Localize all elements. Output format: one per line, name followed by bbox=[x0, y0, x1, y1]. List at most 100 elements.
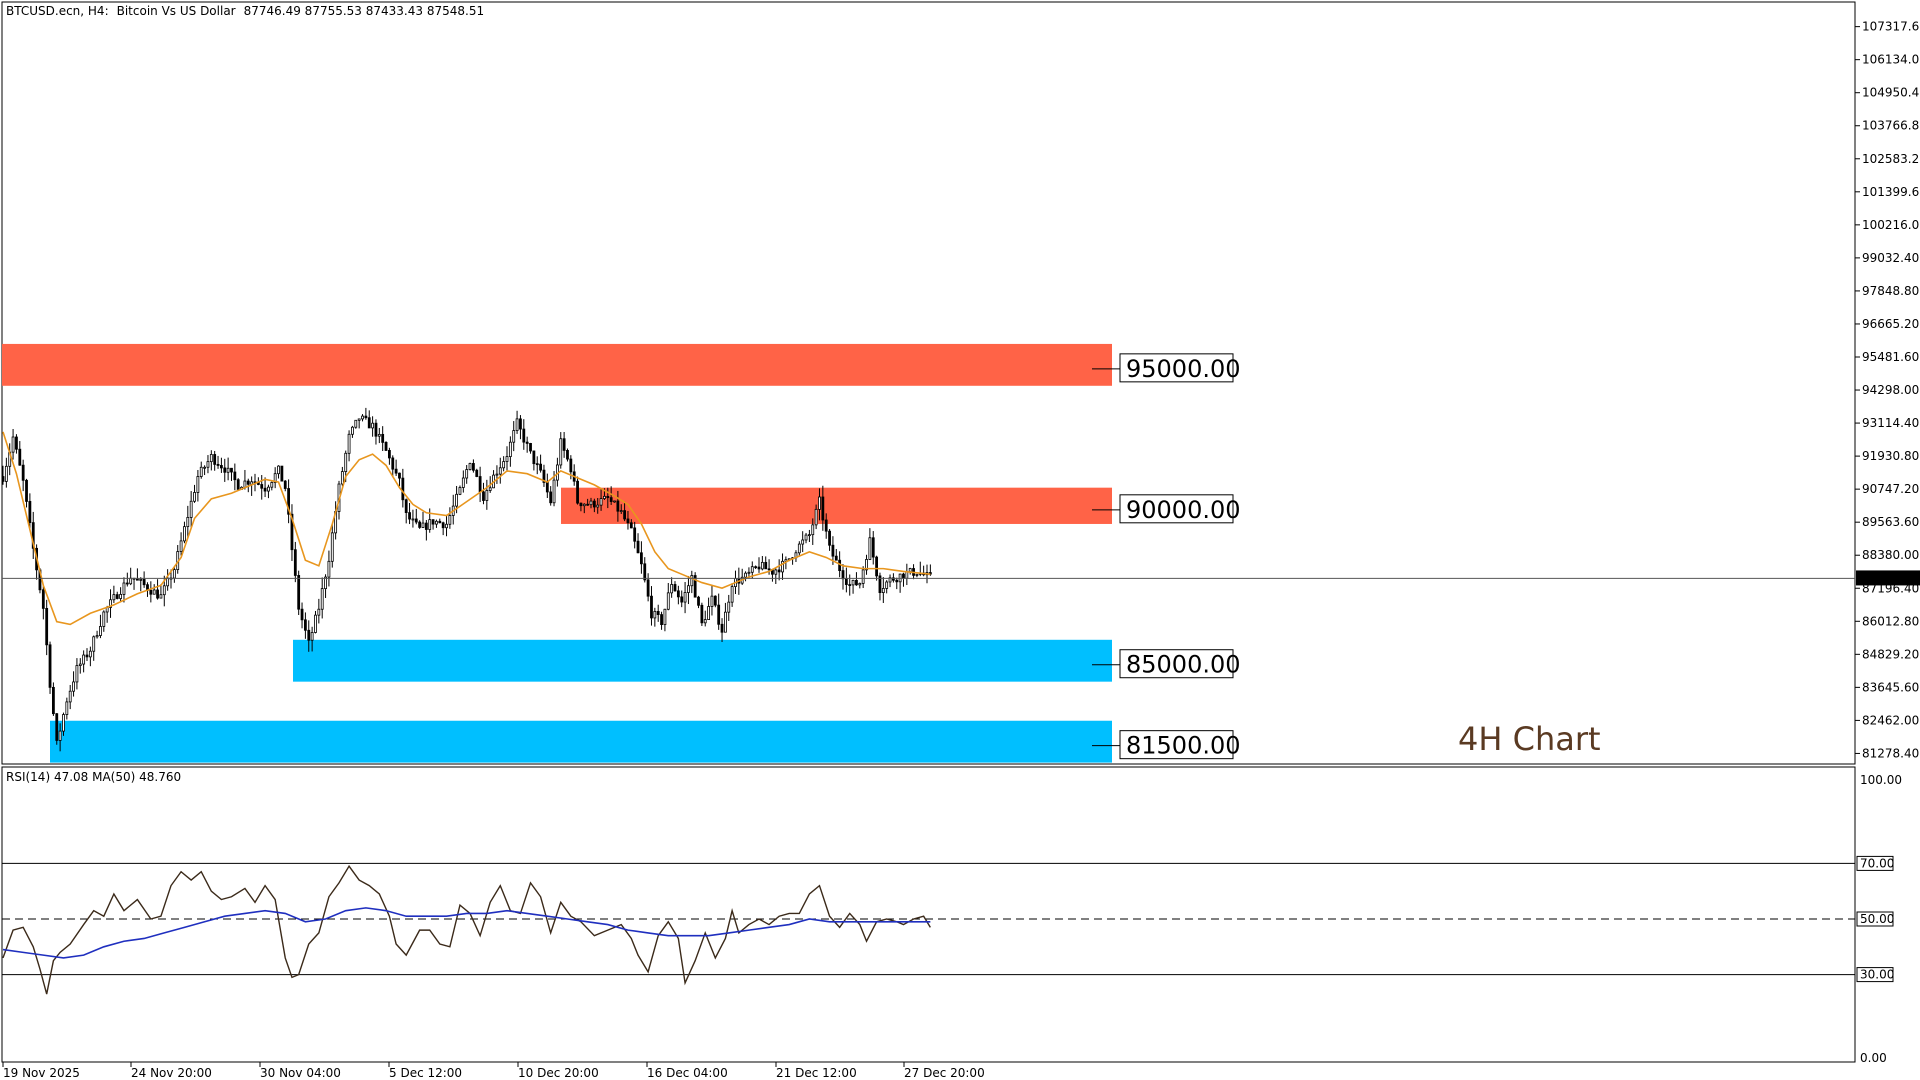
candle-body bbox=[300, 608, 304, 621]
candle bbox=[878, 572, 882, 601]
candle bbox=[616, 490, 620, 522]
candle-body bbox=[387, 450, 391, 459]
candle-body bbox=[267, 486, 270, 492]
candle-body bbox=[424, 522, 428, 530]
candle-body bbox=[703, 619, 707, 624]
candle-body bbox=[320, 588, 324, 610]
candle-body bbox=[552, 479, 556, 504]
candle bbox=[818, 488, 821, 521]
candle bbox=[811, 518, 815, 545]
candle-body bbox=[41, 589, 45, 609]
candle bbox=[52, 682, 55, 716]
candle bbox=[260, 475, 264, 500]
candle bbox=[219, 457, 223, 473]
candle bbox=[159, 584, 163, 599]
candle bbox=[125, 572, 129, 587]
candle bbox=[841, 564, 845, 590]
rsi-title: RSI(14) 47.08 MA(50) 48.760 bbox=[6, 770, 181, 784]
candle bbox=[717, 593, 721, 630]
level-label-box bbox=[1119, 353, 1234, 383]
candle-body bbox=[4, 465, 8, 482]
candle-body bbox=[915, 573, 919, 576]
price-tick-label: 94298.00 bbox=[1862, 383, 1919, 397]
level-label-box bbox=[1119, 649, 1234, 679]
rsi-tick-label: 0.00 bbox=[1860, 1051, 1887, 1065]
candle bbox=[760, 556, 764, 571]
candle-body bbox=[871, 537, 875, 558]
candle-body bbox=[354, 419, 358, 428]
candle-body bbox=[394, 468, 398, 474]
price-tick-label: 99032.40 bbox=[1862, 251, 1919, 265]
level-labels: 95000.00 90000.00 85000.00 81500.00 bbox=[1092, 353, 1241, 760]
candle bbox=[861, 566, 865, 588]
candle bbox=[283, 480, 287, 492]
candle-body bbox=[640, 552, 643, 565]
candle bbox=[270, 481, 274, 491]
candle-body bbox=[633, 527, 637, 542]
candle bbox=[465, 465, 469, 484]
candle bbox=[307, 620, 311, 652]
candle-body bbox=[404, 499, 408, 514]
candle-body bbox=[676, 590, 680, 598]
candle bbox=[4, 457, 8, 488]
candle bbox=[801, 531, 805, 553]
candle-body bbox=[102, 611, 106, 627]
candle-body bbox=[629, 522, 633, 529]
candle-body bbox=[230, 467, 233, 473]
candle-body bbox=[448, 515, 452, 525]
price-tick-label: 89563.60 bbox=[1862, 515, 1919, 529]
candle-body bbox=[653, 611, 657, 619]
candle bbox=[58, 723, 62, 752]
candle bbox=[115, 591, 119, 600]
candle bbox=[105, 605, 109, 623]
candle bbox=[576, 476, 579, 505]
candle-body bbox=[495, 473, 499, 476]
candle bbox=[710, 585, 714, 616]
candle bbox=[172, 566, 176, 583]
candle-body bbox=[213, 454, 217, 465]
candle-body bbox=[619, 510, 623, 513]
candle bbox=[435, 519, 438, 528]
candle-body bbox=[112, 594, 116, 601]
candle bbox=[377, 427, 381, 444]
candle-body bbox=[179, 540, 183, 552]
price-tick-label: 100216.00 bbox=[1862, 218, 1920, 232]
candle bbox=[572, 464, 576, 486]
candle bbox=[871, 531, 875, 565]
candle-body bbox=[650, 595, 653, 619]
candle-body bbox=[351, 426, 354, 435]
candle-body bbox=[347, 433, 351, 454]
candle-body bbox=[465, 469, 469, 479]
candle bbox=[250, 476, 254, 496]
candle-body bbox=[485, 490, 489, 501]
resistance-zone bbox=[561, 487, 1112, 524]
candle-body bbox=[529, 443, 532, 452]
candle-body bbox=[55, 713, 59, 741]
last-price-line: 87548.33 bbox=[2, 570, 1920, 586]
candle bbox=[394, 459, 398, 476]
candle-body bbox=[488, 487, 492, 491]
candle bbox=[626, 510, 630, 530]
candle-body bbox=[156, 589, 159, 599]
candle-body bbox=[327, 560, 331, 578]
candle-body bbox=[183, 526, 186, 542]
candle-body bbox=[45, 607, 49, 646]
level-label-box bbox=[1119, 494, 1234, 524]
candle-body bbox=[92, 636, 96, 652]
candle-body bbox=[824, 519, 828, 532]
candle bbox=[458, 485, 462, 496]
candle-body bbox=[293, 549, 297, 576]
candle-body bbox=[559, 438, 563, 466]
candle bbox=[599, 489, 603, 511]
candle bbox=[340, 466, 344, 487]
candle-body bbox=[438, 520, 442, 524]
candle bbox=[666, 583, 670, 611]
candle-body bbox=[172, 569, 176, 579]
candle bbox=[330, 524, 334, 568]
candle bbox=[290, 504, 294, 561]
candle-body bbox=[381, 433, 385, 443]
candle-body bbox=[455, 493, 459, 507]
price-tick-label: 97848.80 bbox=[1862, 284, 1919, 298]
candle bbox=[824, 513, 828, 539]
candle bbox=[720, 618, 724, 642]
